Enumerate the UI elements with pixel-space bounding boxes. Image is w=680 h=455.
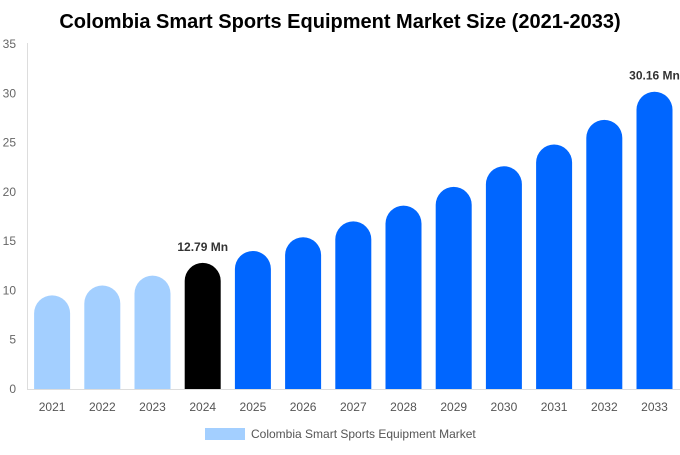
y-tick-label: 30	[3, 86, 17, 100]
y-tick-label: 35	[3, 37, 17, 51]
x-tick-label: 2031	[541, 400, 568, 414]
bar-2031[interactable]	[536, 144, 573, 389]
bars	[34, 91, 673, 390]
x-tick-label: 2021	[39, 400, 66, 414]
y-tick-label: 10	[3, 283, 17, 297]
bar-2025[interactable]	[234, 251, 271, 389]
legend-swatch	[205, 428, 245, 440]
bar-2023[interactable]	[134, 275, 171, 389]
x-tick-label: 2025	[240, 400, 267, 414]
y-tick-label: 5	[9, 333, 16, 347]
data-label: 12.79 Mn	[177, 240, 228, 254]
x-tick-label: 2030	[491, 400, 518, 414]
x-axis-labels: 2021 2022 2023 2024 2025 2026 2027 2028 2029 2030…	[39, 400, 668, 414]
bar-2022[interactable]	[84, 285, 121, 390]
y-tick-label: 15	[3, 234, 17, 248]
chart-title: Colombia Smart Sports Equipment Market S…	[59, 11, 620, 33]
y-tick-label: 20	[3, 185, 17, 199]
bar-2032[interactable]	[586, 119, 623, 389]
x-tick-label: 2032	[591, 400, 618, 414]
bar-2026[interactable]	[285, 237, 322, 389]
y-axis: 0 5 10 15 20 25 30 35	[3, 37, 17, 396]
legend[interactable]: Colombia Smart Sports Equipment Market	[205, 427, 476, 441]
data-label: 30.16 Mn	[629, 69, 680, 83]
x-tick-label: 2024	[189, 400, 216, 414]
bar-2033[interactable]	[636, 91, 673, 390]
x-tick-label: 2033	[641, 400, 668, 414]
bar-2027[interactable]	[335, 221, 372, 389]
legend-label: Colombia Smart Sports Equipment Market	[251, 427, 476, 441]
y-tick-label: 25	[3, 136, 17, 150]
bar-2028[interactable]	[385, 205, 422, 389]
bar-2030[interactable]	[485, 166, 522, 389]
x-tick-label: 2023	[139, 400, 166, 414]
bar-2024[interactable]	[184, 262, 221, 389]
x-tick-label: 2028	[390, 400, 417, 414]
bar-2021[interactable]	[34, 295, 71, 389]
y-tick-label: 0	[9, 382, 16, 396]
x-tick-label: 2022	[89, 400, 116, 414]
x-tick-label: 2027	[340, 400, 367, 414]
data-labels: 12.79 Mn 30.16 Mn	[177, 69, 680, 254]
x-tick-label: 2029	[440, 400, 467, 414]
x-tick-label: 2026	[290, 400, 317, 414]
bar-2029[interactable]	[435, 186, 472, 389]
